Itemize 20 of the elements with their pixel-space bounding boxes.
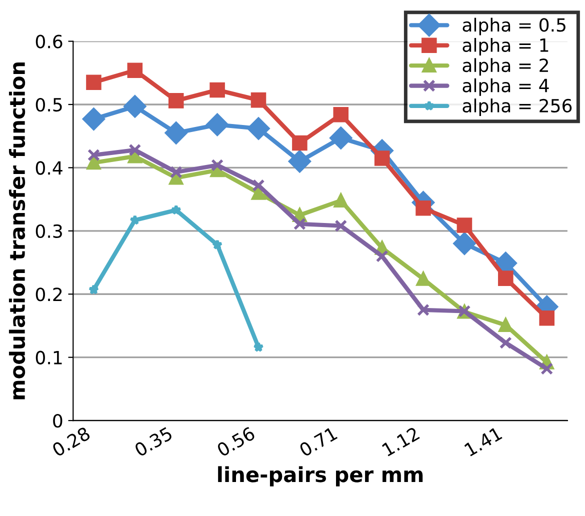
x-tick-label: 0.28	[51, 426, 91, 458]
x-tick-label: 1.41	[464, 426, 502, 456]
legend-label: alpha = 256	[462, 98, 572, 116]
x-tick-label: 1.12	[382, 426, 420, 456]
x-tick-label: 0.35	[134, 426, 173, 458]
y-tick-label: 0.6	[36, 34, 62, 48]
y-tick-label: 0.1	[36, 350, 62, 364]
y-tick-label: 0.2	[36, 288, 62, 302]
y-tick-label: 0.4	[36, 161, 62, 175]
y-tick-label: 0.5	[36, 98, 62, 112]
x-axis-title: line-pairs per mm	[218, 466, 423, 486]
legend-label: alpha = 2	[462, 58, 548, 76]
legend-label: alpha = 0.5	[462, 18, 566, 36]
y-tick-label: 0.3	[36, 224, 62, 238]
y-tick-label: 0	[53, 414, 62, 428]
y-axis-title: modulation transfer function	[8, 62, 26, 400]
x-tick-label: 0.71	[298, 426, 338, 458]
legend-label: alpha = 4	[462, 78, 549, 96]
x-tick-label: 0.56	[216, 426, 256, 458]
legend-label: alpha = 1	[462, 38, 548, 56]
